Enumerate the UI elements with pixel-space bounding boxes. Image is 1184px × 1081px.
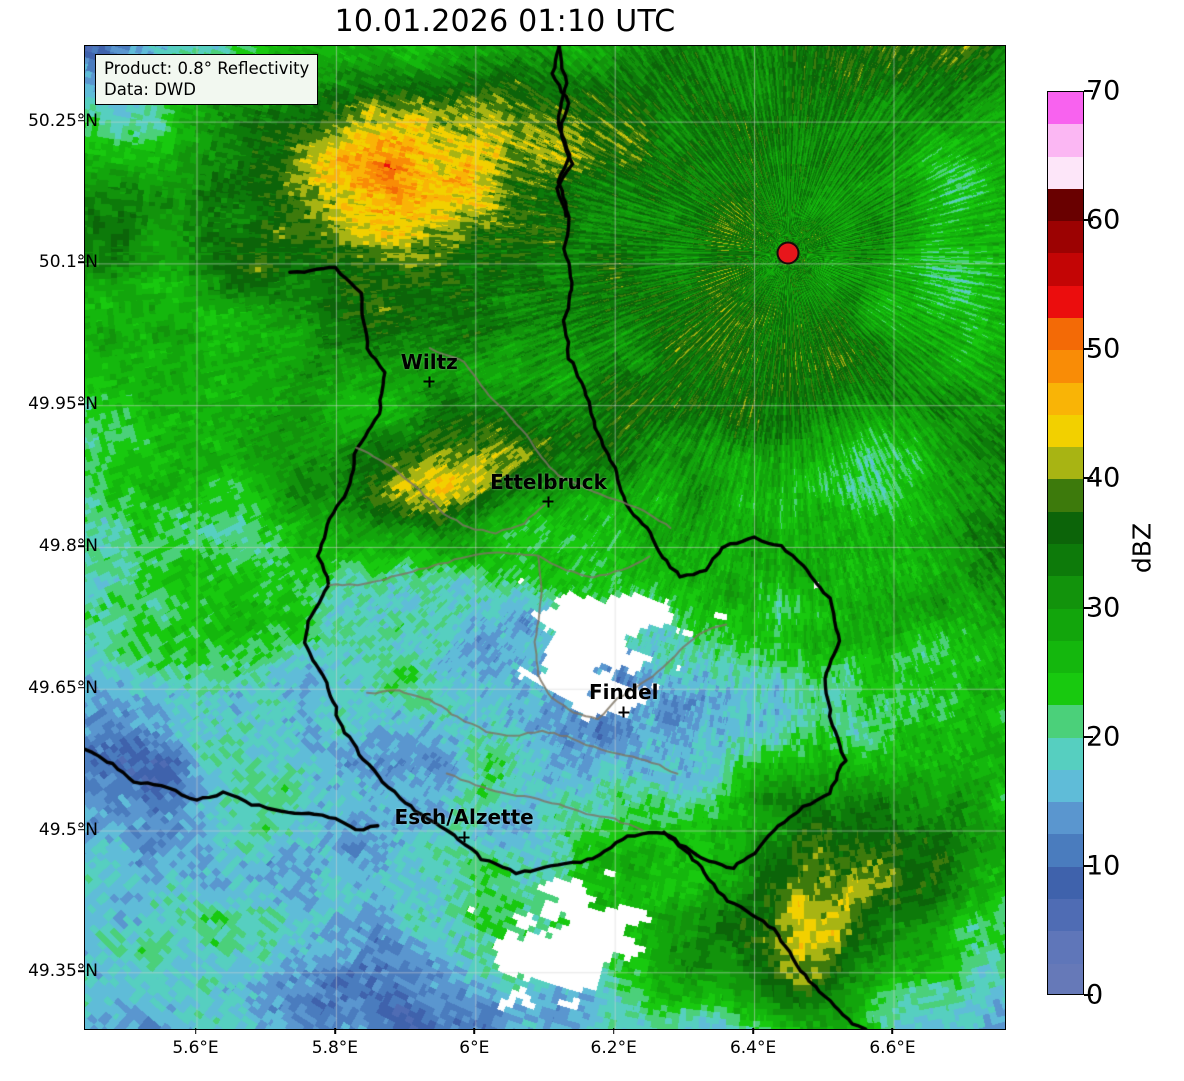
y-axis-tick-label: 50.1°N [38,252,98,273]
colorbar-band [1048,931,1083,964]
colorbar-band [1048,673,1083,706]
colorbar-band [1048,576,1083,609]
colorbar-band [1048,479,1083,512]
colorbar-band [1048,543,1083,577]
radar-map-plot[interactable]: Product: 0.8° Reflectivity Data: DWD Wil… [84,45,1006,1030]
info-product-line: Product: 0.8° Reflectivity [104,59,310,78]
info-box: Product: 0.8° Reflectivity Data: DWD [95,54,319,106]
y-axis-tick-label: 49.5°N [38,819,98,840]
city-marker-esch-alzette [458,831,470,843]
city-label-findel: Findel [589,680,659,705]
x-axis-tick-mark [194,1028,197,1034]
colorbar-tick-mark [1084,994,1093,996]
colorbar-band [1048,156,1083,189]
y-axis-tick-mark [78,119,84,122]
colorbar-band [1048,447,1083,480]
colorbar-band [1048,285,1083,318]
city-marker-ettelbruck [542,496,554,508]
x-axis-tick-label: 6.4°E [729,1038,777,1058]
y-axis-tick-mark [78,261,84,264]
colorbar-band [1048,899,1083,932]
page-title: 10.01.2026 01:10 UTC [334,4,676,39]
x-axis-tick-mark [334,1028,336,1034]
colorbar-band [1048,511,1083,544]
colorbar-tick-label: 0 [1086,979,1104,1011]
x-axis-tick-mark [891,1028,894,1034]
colorbar-band [1048,350,1083,383]
y-axis-tick-label: 49.65°N [28,677,98,698]
colorbar-band [1048,188,1083,222]
city-marker-findel [618,706,630,718]
colorbar-band [1048,92,1083,125]
colorbar-tick-mark [1084,477,1093,480]
radar-site-marker[interactable] [776,241,800,265]
colorbar-band [1048,705,1083,738]
colorbar-band [1048,834,1083,867]
y-axis-tick-label: 50.25°N [28,110,98,131]
colorbar-band [1048,221,1083,254]
city-marker-wiltz [423,376,435,388]
colorbar-tick-mark [1084,735,1093,738]
colorbar-tick-mark [1084,90,1093,92]
colorbar-band [1048,866,1083,900]
x-axis-tick-mark [752,1028,754,1034]
x-axis-tick-label: 6.6°E [869,1038,916,1058]
x-axis-tick-label: 5.8°E [311,1038,359,1058]
city-label-wiltz: Wiltz [400,349,458,374]
colorbar-band [1048,737,1083,770]
colorbar-tick-mark [1084,606,1093,609]
colorbar-band [1048,640,1083,674]
y-axis-tick-mark [78,686,84,689]
colorbar-band [1048,963,1083,994]
city-label-esch-alzette: Esch/Alzette [394,805,534,830]
map-borders-layer [85,46,1005,1029]
y-axis-tick-mark [78,970,84,973]
colorbar-tick-mark [1084,348,1093,351]
x-axis-tick-mark [612,1028,615,1034]
y-axis-tick-label: 49.8°N [38,535,98,556]
colorbar-band [1048,253,1083,286]
y-axis-tick-mark [78,545,84,547]
colorbar-tick-mark [1084,219,1093,222]
y-axis-tick-label: 49.95°N [28,394,98,415]
city-label-ettelbruck: Ettelbruck [490,469,607,494]
colorbar-tick-mark [1084,864,1093,867]
colorbar-band [1048,124,1083,157]
y-axis-tick-mark [78,403,84,405]
colorbar-band [1048,802,1083,835]
colorbar-band [1048,608,1083,641]
colorbar-band [1048,317,1083,351]
x-axis-tick-mark [473,1028,476,1034]
y-axis-tick-label: 49.35°N [28,961,98,982]
info-data-line: Data: DWD [104,80,196,100]
colorbar [1047,91,1084,995]
x-axis-tick-label: 5.6°E [172,1038,219,1058]
colorbar-band [1048,382,1083,415]
colorbar-label: dBZ [1127,522,1157,574]
x-axis-tick-label: 6.2°E [590,1038,637,1058]
x-axis-tick-label: 6°E [459,1038,490,1058]
y-axis-tick-mark [78,828,84,831]
colorbar-band [1048,769,1083,803]
colorbar-band [1048,414,1083,448]
